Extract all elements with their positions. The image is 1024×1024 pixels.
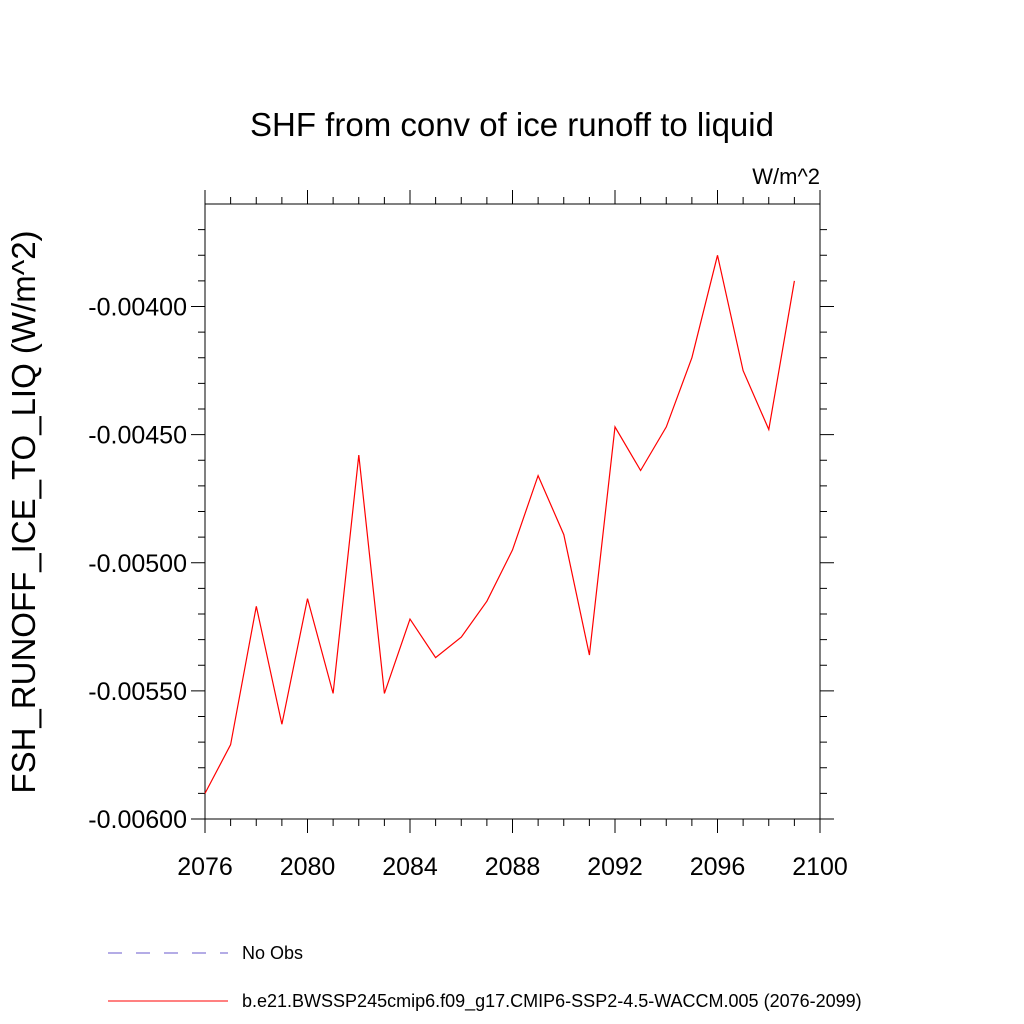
- y-tick-label: -0.00500: [88, 550, 187, 578]
- x-tick-label: 2088: [485, 853, 541, 881]
- x-tick-label: 2092: [587, 853, 643, 881]
- x-tick-label: 2080: [280, 853, 336, 881]
- y-tick-label: -0.00600: [88, 806, 187, 834]
- y-tick-label: -0.00450: [88, 422, 187, 450]
- x-tick-label: 2076: [177, 853, 233, 881]
- legend: No Obs b.e21.BWSSP245cmip6.f09_g17.CMIP6-…: [108, 943, 862, 1012]
- units-label: W/m^2: [752, 164, 820, 189]
- legend-label-0: No Obs: [242, 943, 303, 963]
- series-layer: [204, 255, 795, 794]
- axes: 2076 2080 2084 2088 2092 2096 2100 -0.00600 -0.0…: [88, 190, 848, 881]
- x-tick-label: 2096: [690, 853, 746, 881]
- plot-frame: [204, 203, 821, 820]
- legend-label-1: b.e21.BWSSP245cmip6.f09_g17.CMIP6-SSP2-4…: [242, 991, 862, 1012]
- x-tick-label: 2100: [792, 853, 848, 881]
- y-tick-label: -0.00400: [88, 294, 187, 322]
- y-tick-label: -0.00550: [88, 678, 187, 706]
- y-axis-label: FSH_RUNOFF_ICE_TO_LIQ (W/m^2): [5, 230, 42, 793]
- x-tick-label: 2084: [382, 853, 438, 881]
- series-line-0: [204, 255, 795, 794]
- chart-title: SHF from conv of ice runoff to liquid: [250, 106, 774, 143]
